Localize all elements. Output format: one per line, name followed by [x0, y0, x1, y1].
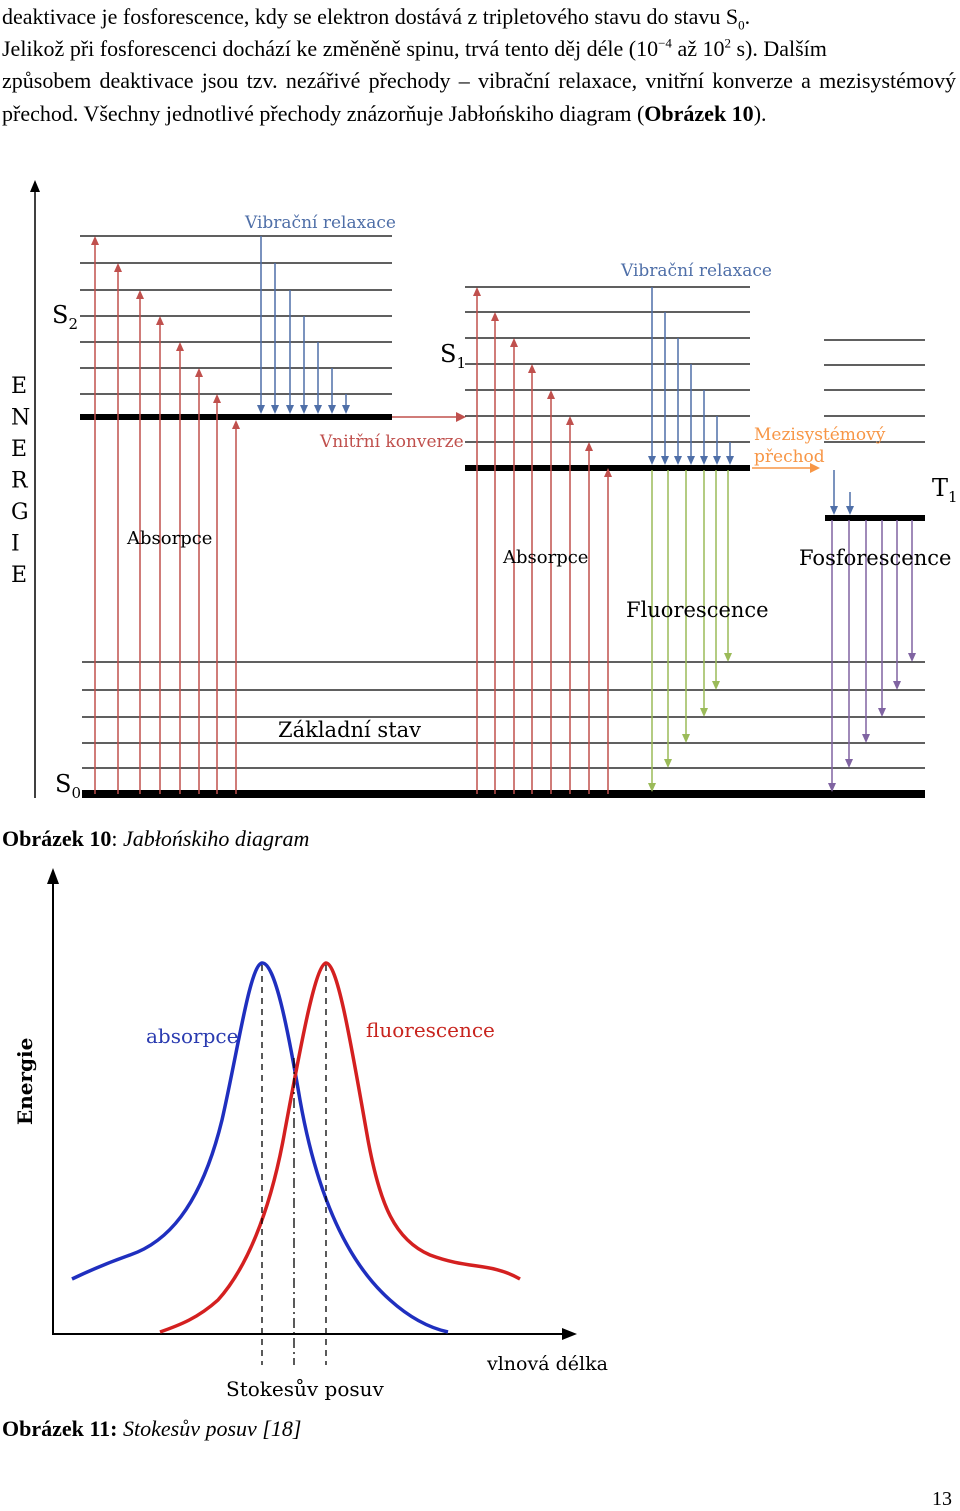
s0-vibrational-levels [82, 661, 925, 769]
isc-label-line-2: přechod [754, 447, 825, 467]
isc-label-line-1: Mezisystémový [754, 425, 886, 445]
absorption-arrow-head [547, 390, 555, 399]
s1-vibrational-levels [465, 286, 750, 443]
paragraph-rest: způsobem deaktivace jsou tzv. nezářivé p… [2, 68, 956, 126]
absorption-arrow-head [473, 287, 481, 296]
y-axis-arrowhead [47, 868, 59, 884]
fluorescence-arrows [648, 470, 732, 792]
absorption-arrow-head [156, 316, 164, 325]
fluorescence-curve-label: fluorescence [366, 1018, 495, 1042]
absorption-arrow-head [510, 338, 518, 347]
vibrational-arrow-head [328, 405, 336, 414]
phosphorescence-arrows [828, 520, 916, 792]
energy-letter: N [11, 406, 30, 431]
phosphorescence-label: Fosforescence [799, 546, 951, 570]
vibrational-arrow-head [342, 405, 350, 414]
fluorescence-label: Fluorescence [626, 598, 769, 622]
internal-conversion-label: Vnitřní konverze [319, 432, 464, 452]
t1-label: T1 [932, 474, 958, 506]
paragraph-line-1: deaktivace je fosforescence, kdy se elek… [2, 4, 751, 33]
phosphorescence-arrow-head [908, 653, 916, 662]
phosphorescence-arrow-head [893, 681, 901, 690]
absorption-curve-label: absorpce [146, 1024, 238, 1048]
isc-arrowhead [810, 463, 820, 473]
absorption-arrow-head [195, 368, 203, 377]
absorption-curve [71, 961, 449, 1334]
x-axis-arrowhead [562, 1328, 577, 1340]
s2-vibrational-levels [80, 235, 392, 395]
t1-vibrational-arrow-head [846, 506, 854, 515]
absorption-arrow-head [91, 236, 99, 245]
vibrational-arrow-head [674, 456, 682, 465]
absorption-arrow-head [114, 263, 122, 272]
vibrational-arrow-head [300, 405, 308, 414]
fluorescence-arrow-head [724, 653, 732, 662]
stokes-shift-label: Stokesův posuv [226, 1377, 385, 1401]
vibrational-arrow-head [687, 456, 695, 465]
energy-letter: E [11, 437, 27, 462]
internal-conversion-arrowhead [456, 412, 466, 422]
vibrational-arrow-head [713, 456, 721, 465]
fluorescence-arrow-head [664, 759, 672, 768]
vibrational-arrow-head [661, 456, 669, 465]
phosphorescence-arrow-head [845, 759, 853, 768]
vibrational-arrow-head [648, 456, 656, 465]
phosphorescence-arrow-head [878, 708, 886, 717]
figure-reference: Obrázek 10 [644, 101, 754, 126]
vibrational-arrow-head [726, 456, 734, 465]
absorption-arrow-head [585, 442, 593, 451]
absorption-arrow-head [566, 416, 574, 425]
energy-axis-arrowhead [30, 180, 40, 192]
vibrational-arrow-head [314, 405, 322, 414]
t1-vibrational-arrow-head [830, 506, 838, 515]
vibrational-relaxation-label-1: Vibrační relaxace [244, 213, 396, 233]
energy-letter: G [11, 500, 29, 525]
figure-11-caption: Obrázek 11: Stokesův posuv [18] [2, 1416, 302, 1441]
vibrational-relaxation-label-2: Vibrační relaxace [620, 261, 772, 281]
absorption-arrows-s1 [473, 287, 612, 794]
absorption-label-2: Absorpce [502, 547, 588, 568]
absorption-arrow-head [136, 290, 144, 299]
fluorescence-curve [159, 961, 521, 1334]
page-number: 13 [932, 1488, 952, 1510]
energy-letter: E [11, 374, 27, 399]
energy-letter: R [11, 469, 29, 494]
absorption-arrows-s2 [91, 236, 240, 794]
vibrational-arrow-head [700, 456, 708, 465]
x-axis-label: vlnová délka [486, 1353, 608, 1375]
energy-letter: E [11, 563, 27, 588]
phosphorescence-arrow-head [828, 783, 836, 792]
absorption-arrow-head [176, 342, 184, 351]
paragraph-line-2: Jelikož při fosforescenci dochází ke změ… [2, 35, 827, 61]
s1-label: S1 [440, 340, 466, 372]
absorption-label-1: Absorpce [126, 528, 212, 549]
stokes-shift-diagram: Energie vlnová délka absorpce fluorescen… [13, 868, 608, 1401]
vibrational-relaxation-arrows-s1 [648, 287, 734, 465]
fluorescence-arrow-head [648, 783, 656, 792]
absorption-arrow-head [213, 394, 221, 403]
y-axis-label: Energie [13, 1038, 37, 1125]
figure-10-caption: Obrázek 10: Jabłońskiho diagram [2, 826, 310, 851]
t1-vibrational-arrows [830, 470, 854, 515]
absorption-arrow-head [528, 364, 536, 373]
t1-vibrational-levels [824, 339, 925, 443]
s0-label: S0 [55, 770, 81, 802]
absorption-arrow-head [604, 468, 612, 477]
absorption-arrow-head [232, 420, 240, 429]
vibrational-arrow-head [257, 405, 265, 414]
fluorescence-arrow-head [700, 708, 708, 717]
vibrational-arrow-head [271, 405, 279, 414]
ground-state-label: Základní stav [278, 718, 421, 742]
fluorescence-arrow-head [682, 734, 690, 743]
vibrational-relaxation-arrows-s2 [257, 236, 350, 414]
s2-label: S2 [52, 301, 78, 333]
fluorescence-arrow-head [712, 681, 720, 690]
phosphorescence-arrow-head [862, 734, 870, 743]
energy-letter: I [11, 532, 20, 557]
vibrational-arrow-head [286, 405, 294, 414]
absorption-arrow-head [491, 312, 499, 321]
